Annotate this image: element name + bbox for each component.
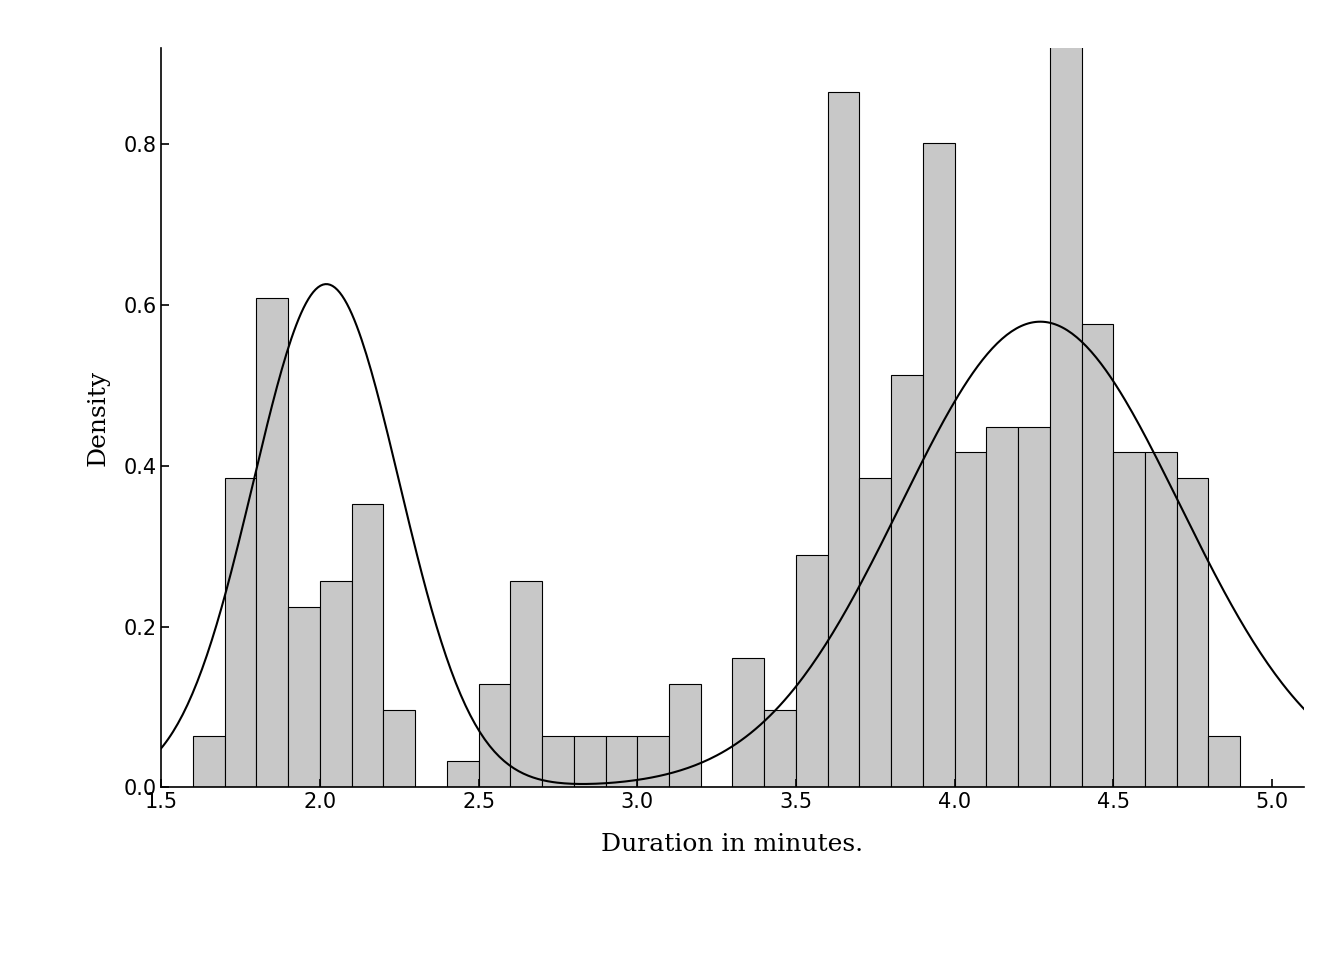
Bar xyxy=(1019,426,1050,787)
Bar xyxy=(986,426,1019,787)
Bar xyxy=(542,735,574,787)
Bar xyxy=(1208,735,1241,787)
Bar xyxy=(288,607,320,787)
Bar xyxy=(1113,452,1145,787)
Bar xyxy=(478,684,511,787)
Bar xyxy=(383,710,415,787)
Bar xyxy=(732,659,765,787)
Bar xyxy=(828,92,859,787)
Bar xyxy=(765,710,796,787)
Bar xyxy=(1082,324,1113,787)
Bar xyxy=(954,452,986,787)
Bar xyxy=(1177,478,1208,787)
X-axis label: Duration in minutes.: Duration in minutes. xyxy=(601,833,864,856)
Bar xyxy=(859,478,891,787)
Bar xyxy=(923,143,954,787)
Bar xyxy=(574,735,606,787)
Bar xyxy=(224,478,257,787)
Bar xyxy=(448,761,478,787)
Bar xyxy=(606,735,637,787)
Bar xyxy=(257,298,288,787)
Bar xyxy=(352,504,383,787)
Bar xyxy=(1145,452,1177,787)
Bar xyxy=(891,375,923,787)
Bar xyxy=(637,735,669,787)
Bar xyxy=(511,581,542,787)
Bar xyxy=(669,684,700,787)
Bar xyxy=(1050,40,1082,787)
Y-axis label: Density: Density xyxy=(86,370,109,466)
Bar xyxy=(194,735,224,787)
Bar xyxy=(320,581,352,787)
Bar xyxy=(796,556,828,787)
